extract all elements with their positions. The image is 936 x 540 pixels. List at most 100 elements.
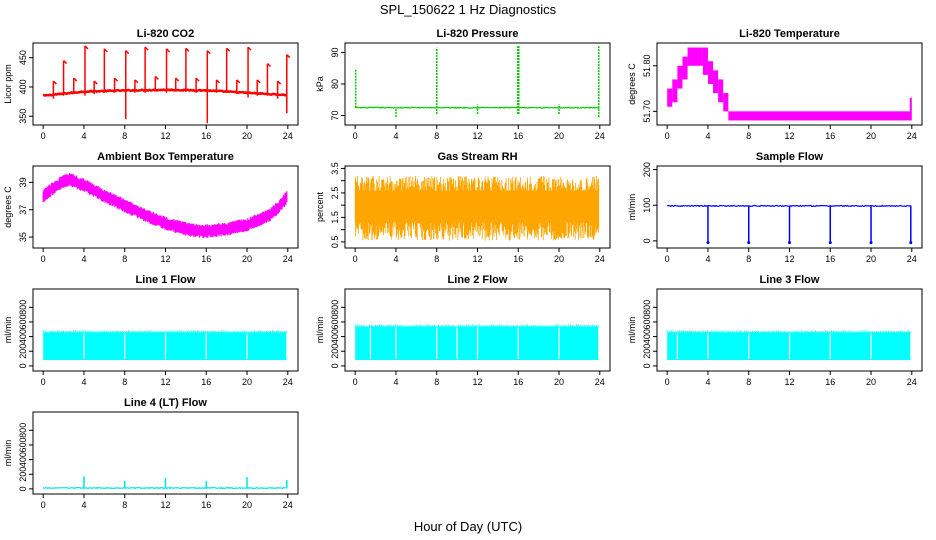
figure-xlabel: Hour of Day (UTC) — [414, 519, 522, 534]
y-axis-label: degrees C — [627, 63, 637, 105]
dip-point-2 — [747, 241, 751, 245]
x-tick-label-4: 4 — [705, 377, 710, 387]
x-tick-label-24: 24 — [595, 131, 605, 141]
x-tick-label-12: 12 — [160, 254, 170, 264]
y-tick-label-1: 100 — [642, 198, 652, 213]
y-tick-label-1: 400 — [18, 79, 28, 94]
y-tick-label-2: 400 — [18, 452, 28, 467]
spike-hook-5 — [93, 80, 98, 85]
x-tick-label-4: 4 — [81, 131, 86, 141]
x-tick-label-20: 20 — [866, 377, 876, 387]
spike-hook-8 — [125, 50, 130, 55]
x-tick-label-24: 24 — [283, 131, 293, 141]
chart-panel-6: Sample Flow 0 4 8 12 16 20 24 0 100 200 ml/min — [627, 151, 923, 264]
x-tick-label-12: 12 — [472, 131, 482, 141]
y-tick-label-0: 0 — [330, 363, 340, 368]
y-tick-label-0: 0 — [642, 238, 652, 243]
panel-title: Line 3 Flow — [760, 274, 820, 286]
x-tick-label-4: 4 — [705, 131, 710, 141]
x-tick-label-16: 16 — [825, 254, 835, 264]
x-tick-label-0: 0 — [665, 131, 670, 141]
x-tick-label-8: 8 — [434, 254, 439, 264]
y-tick-label-2: 2.5 — [330, 187, 340, 200]
spike-hook-16 — [206, 50, 211, 55]
y-tick-label-1: 200 — [330, 344, 340, 359]
y-tick-label-0: 0 — [18, 486, 28, 491]
dip-point-1 — [706, 241, 710, 245]
x-tick-label-24: 24 — [283, 500, 293, 510]
spike-hook-22 — [266, 62, 271, 68]
series-line — [42, 88, 288, 97]
spike-hook-21 — [256, 79, 261, 84]
series-band — [42, 173, 288, 238]
y-tick-label-4: 800 — [18, 300, 28, 315]
panel-title: Li-820 Pressure — [437, 28, 519, 40]
dip-point-4 — [828, 241, 832, 245]
x-tick-label-4: 4 — [81, 500, 86, 510]
panel-data — [354, 324, 600, 361]
y-axis-label: kPa — [315, 76, 325, 92]
x-tick-label-0: 0 — [353, 377, 358, 387]
spike-hook-11 — [154, 75, 159, 80]
x-tick-label-16: 16 — [201, 254, 211, 264]
panel-title: Line 2 Flow — [448, 274, 508, 286]
x-tick-label-12: 12 — [160, 500, 170, 510]
y-tick-label-0: 51.70 — [642, 100, 652, 123]
rh-trace — [354, 175, 600, 241]
y-tick-label-0: 0 — [18, 363, 28, 368]
y-tick-label-0: 0.5 — [330, 236, 340, 249]
spike-hook-18 — [226, 47, 231, 52]
panel-frame — [32, 42, 299, 126]
temp-band-8 — [713, 70, 719, 94]
temp-band-9 — [718, 79, 724, 103]
y-axis-label: ml/min — [3, 317, 13, 344]
panel-data — [354, 46, 600, 118]
y-tick-label-2: 200 — [642, 162, 652, 177]
x-tick-label-0: 0 — [353, 131, 358, 141]
x-tick-label-8: 8 — [434, 131, 439, 141]
x-tick-label-0: 0 — [41, 377, 46, 387]
y-axis-label: degrees C — [3, 186, 13, 228]
chart-panel-2: Li-820 Pressure 0 4 8 12 16 20 24 70 80 90 kPa — [315, 28, 611, 141]
panel-data — [354, 175, 600, 241]
panel-data — [42, 330, 288, 361]
y-tick-label-0: 70 — [330, 111, 340, 121]
y-tick-label-3: 3.5 — [330, 162, 340, 175]
spike-hook-24 — [286, 54, 291, 59]
x-tick-label-0: 0 — [41, 500, 46, 510]
x-tick-label-20: 20 — [242, 500, 252, 510]
spike-hook-1 — [52, 80, 57, 85]
x-tick-label-12: 12 — [784, 377, 794, 387]
x-tick-label-24: 24 — [907, 254, 917, 264]
spike-hook-13 — [175, 77, 180, 82]
figure-title: SPL_150622 1 Hz Diagnostics — [380, 2, 557, 17]
y-tick-label-0: 0 — [642, 363, 652, 368]
chart-panel-10: Line 4 (LT) Flow 0 4 8 12 16 20 24 0 200400600800… — [3, 397, 299, 510]
temp-band-3 — [677, 65, 683, 89]
temp-band-5 — [687, 47, 703, 66]
x-tick-label-4: 4 — [393, 377, 398, 387]
x-tick-label-8: 8 — [122, 131, 127, 141]
spike-hook-10 — [144, 46, 149, 51]
x-tick-label-20: 20 — [866, 254, 876, 264]
y-axis-label: ml/min — [627, 317, 637, 344]
x-tick-label-4: 4 — [393, 131, 398, 141]
temp-band-4 — [682, 56, 688, 80]
x-tick-label-20: 20 — [242, 131, 252, 141]
x-tick-label-12: 12 — [160, 377, 170, 387]
x-tick-label-24: 24 — [283, 377, 293, 387]
panel-data — [42, 45, 291, 124]
y-tick-label-2: 400 — [642, 329, 652, 344]
temp-band-6 — [702, 47, 708, 75]
panel-title: Sample Flow — [756, 151, 824, 163]
y-tick-label-3: 600 — [18, 437, 28, 452]
x-tick-label-20: 20 — [242, 377, 252, 387]
y-axis-label: ml/min — [627, 194, 637, 221]
panel-title: Line 1 Flow — [136, 274, 196, 286]
panel-title: Gas Stream RH — [437, 151, 517, 163]
x-tick-label-16: 16 — [201, 131, 211, 141]
x-tick-label-8: 8 — [434, 377, 439, 387]
x-tick-label-24: 24 — [595, 254, 605, 264]
